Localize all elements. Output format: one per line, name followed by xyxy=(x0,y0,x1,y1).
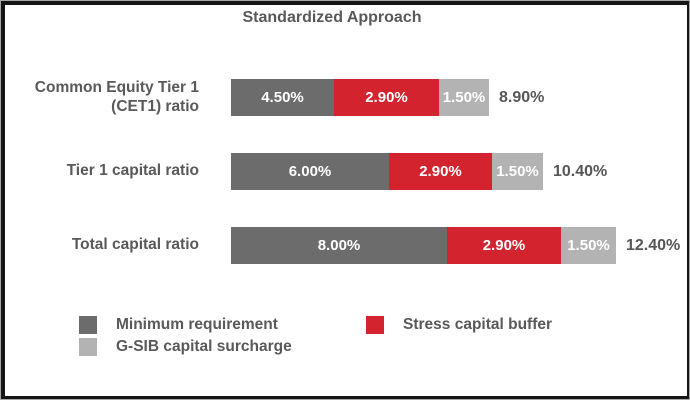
legend-swatch-icon xyxy=(366,316,384,334)
bar-row: Tier 1 capital ratio 6.00% 2.90% 1.50% 10.40… xyxy=(1,153,689,190)
bar-row: Common Equity Tier 1 (CET1) ratio 4.50% 2.… xyxy=(1,79,689,116)
bar-segment: 2.90% xyxy=(447,227,561,264)
bar-segments: 4.50% 2.90% 1.50% 8.90% xyxy=(231,79,544,116)
bar-segment: 8.00% xyxy=(231,227,447,264)
legend-swatch-icon xyxy=(79,316,97,334)
legend-label: Minimum requirement xyxy=(116,316,278,333)
total-value-label: 12.40% xyxy=(626,236,681,254)
bar-segment: 1.50% xyxy=(492,153,543,190)
bar-segments: 6.00% 2.90% 1.50% 10.40% xyxy=(231,153,607,190)
bar-row: Total capital ratio 8.00% 2.90% 1.50% 12.40% xyxy=(1,227,689,264)
legend-label: Stress capital buffer xyxy=(403,316,553,333)
category-label: Total capital ratio xyxy=(71,236,199,254)
chart-title: Standardized Approach xyxy=(242,9,422,26)
bar-segment: 1.50% xyxy=(561,227,616,264)
legend-item: G-SIB capital surcharge xyxy=(79,338,292,356)
legend-swatch-icon xyxy=(79,338,97,356)
bar-segment: 1.50% xyxy=(439,79,489,116)
legend-item: Minimum requirement xyxy=(79,316,278,334)
category-label: Common Equity Tier 1 (CET1) ratio xyxy=(34,78,199,115)
bar-segments: 8.00% 2.90% 1.50% 12.40% xyxy=(231,227,680,264)
category-label: Tier 1 capital ratio xyxy=(66,162,199,180)
bar-segment: 6.00% xyxy=(231,153,389,190)
total-value-label: 8.90% xyxy=(499,88,545,106)
bar-segment: 2.90% xyxy=(389,153,492,190)
legend-label: G-SIB capital surcharge xyxy=(116,338,292,355)
legend-item: Stress capital buffer xyxy=(366,316,552,334)
bar-segment: 4.50% xyxy=(231,79,334,116)
bar-segment: 2.90% xyxy=(334,79,439,116)
total-value-label: 10.40% xyxy=(553,162,608,180)
